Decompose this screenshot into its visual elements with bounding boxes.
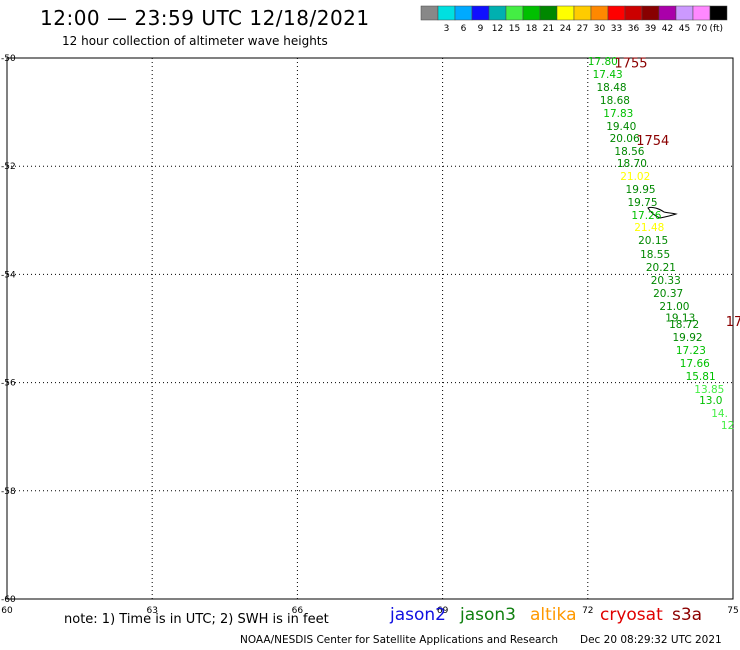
legend-label: 36 [628, 24, 640, 34]
swh-value-label: 21.48 [634, 222, 664, 234]
legend-label: 12 [492, 24, 503, 34]
legend-label: 15 [509, 24, 520, 34]
swh-value-label: 21.00 [659, 301, 689, 313]
mission-altika: altika [530, 605, 577, 625]
mission-s3a: s3a [672, 605, 703, 625]
legend-label: 33 [611, 24, 622, 34]
legend-label: 18 [526, 24, 538, 34]
mission-jason3: jason3 [460, 605, 516, 625]
x-tick-label: 72 [582, 606, 593, 616]
legend-swatch [658, 5, 677, 21]
swh-value-label: 18.55 [640, 249, 670, 261]
x-tick-label: 66 [292, 606, 304, 616]
legend-label: 21 [543, 24, 554, 34]
swh-value-label: 20.37 [653, 288, 683, 300]
legend-swatch [675, 5, 694, 21]
y-tick-label: -60 [1, 595, 16, 605]
legend-label: 6 [461, 24, 467, 34]
time-labels: 1755 1754 175 [614, 56, 740, 330]
legend-swatch [454, 5, 473, 21]
swh-value-label: 17.26 [631, 210, 661, 222]
swh-value-label: 19.75 [627, 197, 657, 209]
swh-value-label: 20.15 [638, 235, 668, 247]
legend-swatch [590, 5, 609, 21]
swh-value-label: 12 [721, 420, 734, 432]
swh-value-label: 18.56 [614, 146, 644, 158]
y-tick-label: -58 [1, 487, 16, 497]
chart-grid [7, 58, 733, 599]
legend-label: 70 [696, 24, 708, 34]
swh-value-label: 18.72 [669, 319, 699, 331]
time-label: 175 [726, 315, 740, 330]
y-tick-label: -50 [1, 54, 16, 64]
legend-label: 39 [645, 24, 657, 34]
legend-swatch [420, 5, 439, 21]
legend-swatch [624, 5, 643, 21]
legend-swatch [522, 5, 541, 21]
swh-value-label: 20.33 [651, 275, 681, 287]
swh-value-label: 17.83 [603, 108, 633, 120]
axis-ticks: 60 63 66 69 72 75 -50 -52 -54 -56 -58 -60 [1, 54, 739, 616]
swh-value-label: 17.23 [676, 345, 706, 357]
legend-swatch [573, 5, 592, 21]
x-tick-label: 75 [727, 606, 738, 616]
footer-credit: NOAA/NESDIS Center for Satellite Applica… [240, 634, 558, 646]
y-tick-label: -54 [1, 270, 16, 280]
legend-label: 30 [594, 24, 606, 34]
swh-value-label: 19.92 [673, 332, 703, 344]
legend-label: 42 [662, 24, 673, 34]
swh-value-label: 21.02 [620, 171, 650, 183]
color-legend: 3 6 9 12 15 18 21 24 27 30 33 36 39 42 45 70 (ft) [420, 5, 728, 34]
page-title: 12:00 — 23:59 UTC 12/18/2021 [40, 6, 370, 30]
legend-swatch [556, 5, 575, 21]
legend-swatch [641, 5, 660, 21]
mission-jason2: jason2 [390, 605, 446, 625]
island-outline [647, 206, 678, 219]
legend-label: 24 [560, 24, 572, 34]
swh-value-label: 18.70 [617, 158, 647, 170]
footer-note: note: 1) Time is in UTC; 2) SWH is in fe… [64, 612, 329, 627]
swh-value-label: 17.43 [593, 69, 623, 81]
swh-value-label: 20.06 [610, 133, 640, 145]
x-tick-label: 60 [1, 606, 13, 616]
legend-label: 45 [679, 24, 690, 34]
legend-swatch [709, 5, 728, 21]
y-tick-label: -52 [1, 162, 16, 172]
swh-value-label: 17.80 [588, 56, 618, 68]
swh-value-label: 13.0 [699, 395, 722, 407]
legend-label: 3 [444, 24, 450, 34]
x-tick-label: 63 [146, 606, 157, 616]
swh-value-label: 19.13 [665, 313, 695, 325]
legend-swatch [505, 5, 524, 21]
swh-value-label: 20.21 [646, 262, 676, 274]
swh-value-label: 15.81 [686, 371, 716, 383]
mission-cryosat: cryosat [600, 605, 663, 625]
y-tick-label: -56 [1, 379, 16, 389]
plot-frame [6, 57, 734, 600]
legend-swatch [692, 5, 711, 21]
legend-unit: (ft) [709, 24, 723, 34]
swh-points: 17.8017.4318.4818.6817.8319.4020.0618.56… [588, 56, 734, 432]
legend-swatch [539, 5, 558, 21]
swh-value-label: 18.48 [597, 82, 627, 94]
legend-swatch [607, 5, 626, 21]
time-label: 1754 [636, 134, 669, 149]
swh-value-label: 19.40 [606, 121, 636, 133]
legend-swatch [437, 5, 456, 21]
legend-swatch [471, 5, 490, 21]
footer-timestamp: Dec 20 08:29:32 UTC 2021 [580, 634, 722, 646]
swh-value-label: 19.95 [626, 184, 656, 196]
swh-value-label: 14. [711, 408, 728, 420]
x-tick-label: 69 [437, 606, 449, 616]
legend-label: 9 [478, 24, 484, 34]
legend-swatch [488, 5, 507, 21]
time-label: 1755 [614, 56, 647, 71]
page-subtitle: 12 hour collection of altimeter wave hei… [62, 34, 328, 48]
swh-value-label: 17.66 [680, 358, 710, 370]
swh-value-label: 18.68 [600, 95, 630, 107]
legend-label: 27 [577, 24, 588, 34]
swh-value-label: 13.85 [694, 384, 724, 396]
